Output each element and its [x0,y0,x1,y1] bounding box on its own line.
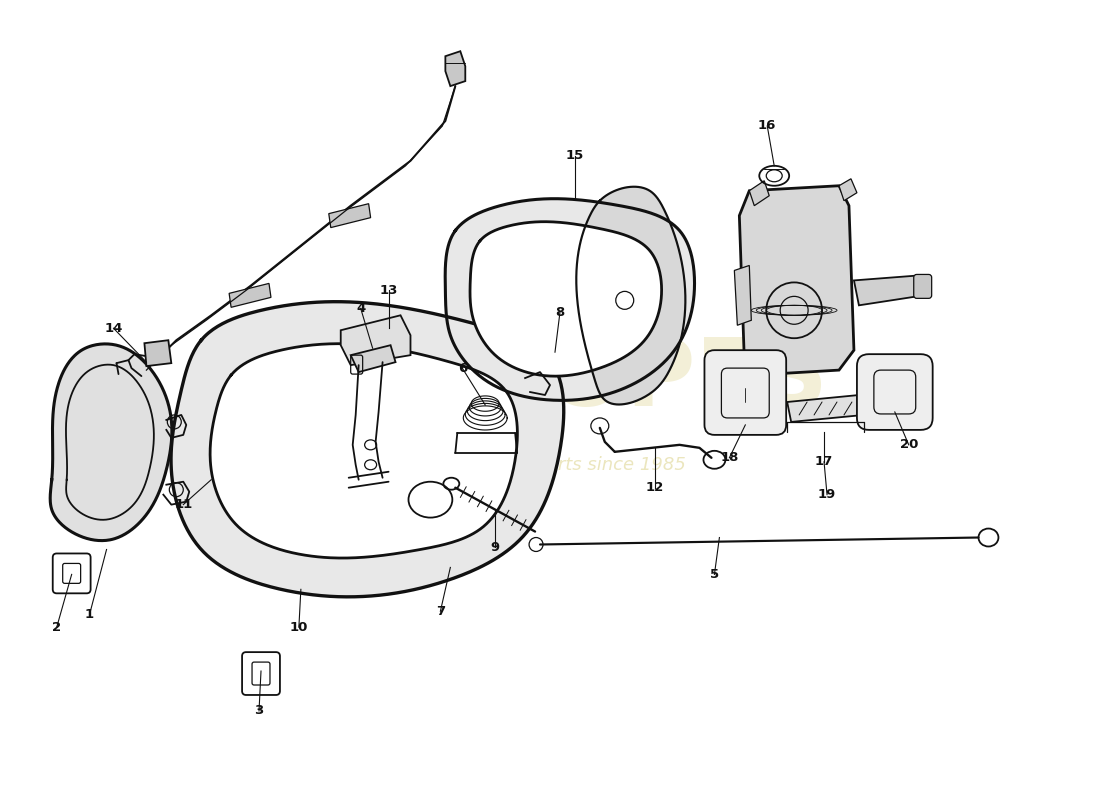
Polygon shape [854,275,924,306]
Polygon shape [739,186,854,375]
Polygon shape [470,222,661,376]
Text: 15: 15 [565,150,584,162]
Text: 16: 16 [758,119,777,133]
Polygon shape [749,181,769,206]
Text: 1: 1 [85,608,95,621]
Text: 6: 6 [458,362,466,374]
Text: 18: 18 [720,451,738,464]
Polygon shape [446,51,465,86]
FancyBboxPatch shape [704,350,786,435]
Text: 13: 13 [379,284,398,297]
Text: 11: 11 [174,498,192,511]
FancyBboxPatch shape [857,354,933,430]
Polygon shape [210,344,517,558]
Text: 20: 20 [900,438,917,451]
Text: 17: 17 [815,455,833,468]
Polygon shape [839,178,857,201]
Polygon shape [351,345,396,372]
Polygon shape [144,340,172,366]
Polygon shape [446,198,694,400]
Text: 8: 8 [556,306,564,319]
Text: 12: 12 [646,481,663,494]
Polygon shape [341,315,410,365]
Polygon shape [788,395,864,422]
Text: 2: 2 [52,621,62,634]
Polygon shape [51,344,172,541]
Text: 14: 14 [104,322,123,334]
Text: a passion for parts since 1985: a passion for parts since 1985 [414,456,686,474]
Text: 19: 19 [818,488,836,501]
Text: 9: 9 [491,541,499,554]
Text: 4: 4 [356,302,365,315]
Text: EUROPES: EUROPES [332,334,828,426]
Text: 10: 10 [289,621,308,634]
Text: 7: 7 [436,605,444,618]
FancyBboxPatch shape [914,274,932,298]
Text: 3: 3 [254,705,264,718]
Polygon shape [170,302,564,597]
Polygon shape [576,186,685,405]
Polygon shape [735,266,751,326]
Text: 5: 5 [710,568,719,581]
Polygon shape [329,204,371,228]
Polygon shape [229,283,271,307]
